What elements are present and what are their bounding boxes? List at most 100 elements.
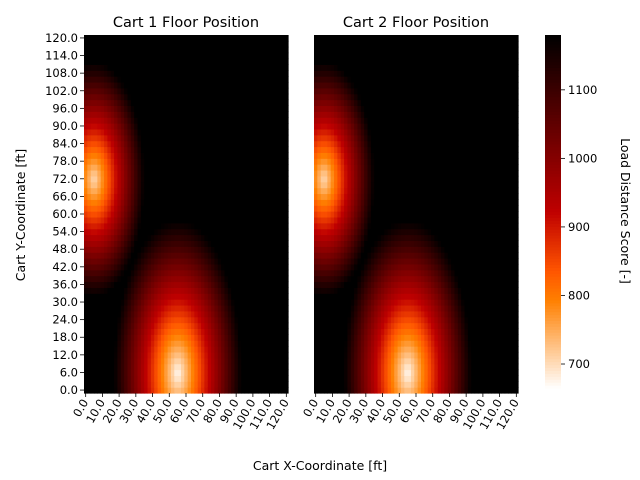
heatmap-cell [221,152,226,159]
heatmap-cell [247,363,252,371]
heatmap-cell [251,246,256,253]
heatmap-cell [204,140,209,148]
heatmap-cell [254,35,259,42]
heatmap-cell [100,293,105,300]
heatmap-cell [314,328,318,335]
heatmap-cell [281,35,286,42]
heatmap-cell [110,123,115,130]
heatmap-cell [274,70,279,77]
heatmap-cell [324,293,328,300]
heatmap-cell [257,175,262,183]
heatmap-cell [357,58,362,65]
heatmap-cell [350,134,355,142]
heatmap-cell [244,287,249,294]
heatmap-cell [194,328,199,335]
heatmap-cell [281,205,286,212]
heatmap-cell [140,375,145,382]
heatmap-cell [137,299,142,306]
heatmap-cell [90,46,95,54]
heatmap-cell [150,211,155,218]
heatmap-cell [317,293,322,300]
heatmap-cell [277,87,282,95]
heatmap-cell [110,164,115,171]
heatmap-cell [194,134,199,142]
heatmap-cell [124,93,129,101]
heatmap-cell [100,46,105,54]
heatmap-cell [137,334,142,341]
heatmap-cell [247,193,252,200]
heatmap-cell [281,228,286,236]
heatmap-cell [274,258,279,265]
heatmap-cell [330,375,335,382]
heatmap-cell [201,293,205,300]
heatmap-cell [334,363,339,371]
heatmap-cell [281,64,286,71]
heatmap-cell [244,93,249,101]
heatmap-cell [221,340,226,347]
heatmap-cell [160,175,165,183]
heatmap-cell [374,146,379,153]
heatmap-cell [197,275,202,283]
heatmap-cell [227,64,232,71]
heatmap-cell [130,46,135,54]
heatmap-cell [224,340,229,347]
heatmap-cell [284,211,289,218]
heatmap-cell [180,76,185,83]
heatmap-cell [340,258,345,265]
heatmap-cell [374,158,379,165]
heatmap-cell [124,111,129,118]
heatmap-cell [281,87,286,95]
heatmap-cell [177,93,182,101]
heatmap-cell [357,87,362,95]
heatmap-cell [144,164,149,171]
heatmap-cell [251,87,256,95]
heatmap-cell [364,304,369,312]
heatmap-cell [157,340,162,347]
heatmap-cell [327,216,332,224]
heatmap-cell [274,263,279,271]
heatmap-cell [180,275,185,283]
heatmap-cell [340,299,345,306]
heatmap-cell [217,287,222,294]
heatmap-cell [227,152,232,159]
heatmap-cell [87,357,92,365]
heatmap-cell [201,258,205,265]
heatmap-cell [164,128,169,136]
heatmap-cell [144,169,149,177]
heatmap-cell [234,105,239,112]
heatmap-cell [100,340,105,347]
heatmap-cell [104,334,109,341]
heatmap-cell [194,205,199,212]
heatmap-cell [241,87,246,95]
heatmap-cell [180,152,185,159]
heatmap-cell [191,169,195,177]
heatmap-cell [107,181,112,189]
heatmap-cell [94,187,98,195]
heatmap-cell [221,134,226,142]
heatmap-cell [264,375,269,382]
heatmap-cell [137,346,142,353]
heatmap-cell [254,387,259,394]
heatmap-cell [247,328,252,335]
heatmap-cell [264,93,269,101]
heatmap-cell [147,363,152,371]
heatmap-cell [104,351,109,359]
heatmap-cell [187,158,192,165]
heatmap-cell [267,252,272,259]
heatmap-cell [147,299,152,306]
heatmap-cell [357,99,362,107]
heatmap-cell [224,322,229,330]
heatmap-cell [314,275,318,283]
heatmap-cell [327,117,332,124]
heatmap-cell [237,234,242,242]
heatmap-cell [281,246,286,253]
heatmap-cell [284,199,289,206]
heatmap-cell [241,35,246,42]
heatmap-cell [251,70,256,77]
heatmap-cell [237,381,242,388]
heatmap-cell [254,381,259,388]
heatmap-cell [87,58,92,65]
heatmap-cell [84,81,88,89]
heatmap-cell [147,375,152,382]
heatmap-cell [274,134,279,142]
